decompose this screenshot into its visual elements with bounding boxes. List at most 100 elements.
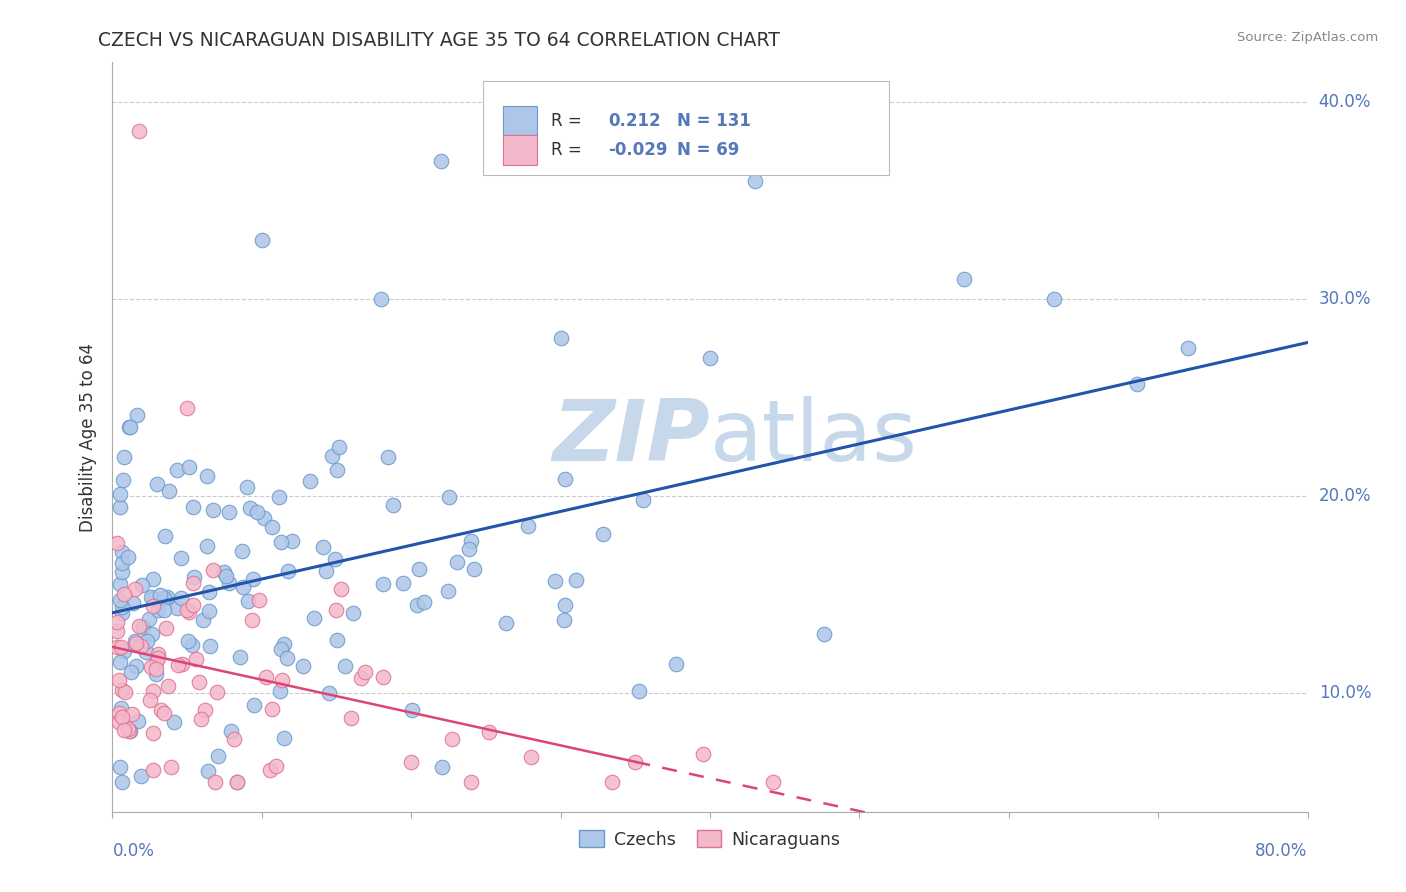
- Point: [437, 584, 460, 599]
- Point: [318, 685, 340, 699]
- Point: [108, 760, 131, 774]
- Point: [138, 612, 160, 626]
- Point: [627, 683, 650, 698]
- Point: [181, 500, 204, 514]
- Point: [152, 591, 174, 605]
- Point: [141, 627, 163, 641]
- Point: [212, 565, 235, 579]
- Point: [195, 539, 218, 553]
- Point: [270, 642, 292, 657]
- Point: [117, 723, 139, 737]
- Point: [110, 700, 132, 714]
- Point: [177, 460, 200, 475]
- Point: [108, 592, 131, 607]
- Point: [354, 665, 377, 679]
- Point: [520, 749, 543, 764]
- Point: [112, 643, 135, 657]
- Point: [121, 706, 143, 721]
- Point: [127, 714, 149, 728]
- Point: [111, 683, 134, 698]
- Point: [253, 510, 276, 524]
- Point: [553, 613, 575, 627]
- Point: [392, 575, 415, 590]
- Point: [201, 503, 224, 517]
- Point: [460, 533, 482, 548]
- Point: [218, 505, 240, 519]
- Point: [554, 598, 576, 612]
- Point: [146, 603, 169, 617]
- Point: [105, 536, 128, 550]
- Point: [262, 702, 284, 716]
- Point: [105, 615, 128, 629]
- Point: [458, 541, 481, 556]
- Point: [550, 331, 572, 345]
- Point: [430, 760, 453, 774]
- Point: [236, 593, 259, 607]
- Text: atlas: atlas: [710, 395, 918, 479]
- Point: [277, 564, 299, 578]
- Point: [112, 450, 135, 464]
- Point: [117, 550, 139, 565]
- Point: [224, 731, 246, 746]
- Point: [953, 272, 976, 286]
- Point: [125, 408, 148, 422]
- Text: 0.0%: 0.0%: [112, 842, 155, 860]
- Point: [273, 731, 295, 745]
- Point: [176, 603, 198, 617]
- Point: [463, 562, 485, 576]
- Point: [128, 124, 150, 138]
- Point: [197, 764, 219, 779]
- Point: [128, 619, 150, 633]
- Point: [762, 775, 785, 789]
- Point: [243, 698, 266, 712]
- Point: [177, 634, 200, 648]
- Point: [259, 763, 281, 777]
- Point: [176, 401, 198, 415]
- Point: [302, 610, 325, 624]
- Point: [114, 684, 136, 698]
- Point: [111, 775, 134, 789]
- Point: [377, 450, 399, 465]
- Point: [181, 576, 204, 591]
- Point: [180, 639, 202, 653]
- Point: [624, 756, 647, 770]
- Point: [142, 591, 165, 606]
- Point: [108, 655, 131, 669]
- Point: [135, 633, 157, 648]
- Point: [169, 551, 191, 566]
- Point: [124, 634, 146, 648]
- Point: [1126, 377, 1149, 392]
- Point: [381, 498, 404, 512]
- Point: [215, 569, 238, 583]
- Point: [236, 480, 259, 494]
- Point: [247, 593, 270, 607]
- Point: [145, 655, 167, 669]
- Point: [111, 556, 134, 570]
- Point: [326, 463, 349, 477]
- Point: [194, 703, 217, 717]
- Point: [111, 599, 134, 614]
- Point: [156, 590, 179, 604]
- Point: [186, 652, 208, 666]
- Text: 0.212: 0.212: [609, 112, 661, 130]
- Bar: [503, 135, 537, 164]
- Point: [120, 665, 142, 680]
- Point: [207, 685, 229, 699]
- Point: [163, 714, 186, 729]
- Point: [179, 605, 201, 619]
- Point: [699, 351, 721, 366]
- Point: [120, 420, 142, 434]
- Point: [170, 657, 193, 672]
- Point: [201, 563, 224, 577]
- Point: [446, 555, 468, 569]
- Point: [342, 606, 364, 620]
- Point: [564, 573, 586, 587]
- Point: [108, 714, 131, 729]
- Legend: Czechs, Nicaraguans: Czechs, Nicaraguans: [572, 823, 848, 855]
- Point: [269, 684, 291, 698]
- Point: [131, 578, 153, 592]
- Point: [139, 659, 162, 673]
- Point: [218, 575, 240, 590]
- Point: [166, 463, 188, 477]
- Point: [142, 599, 165, 613]
